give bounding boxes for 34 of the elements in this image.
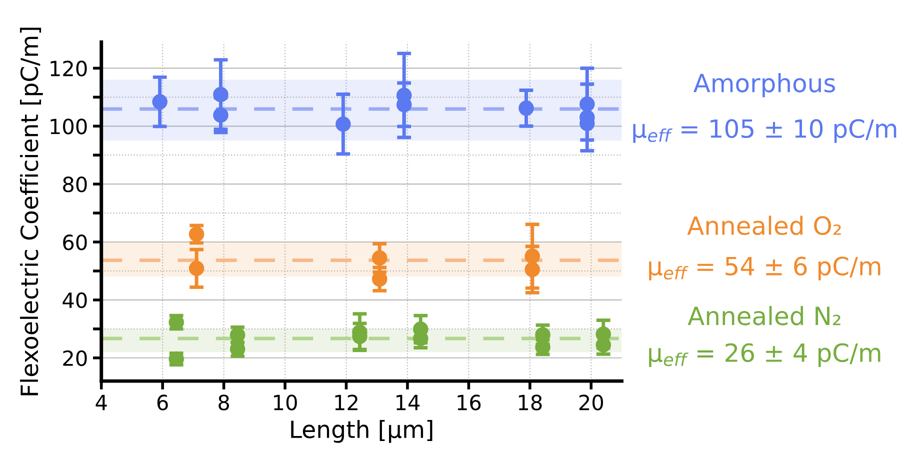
point: [524, 248, 540, 264]
y-tick-label: 100: [50, 118, 87, 134]
y-tick-label: 120: [50, 60, 87, 76]
text: Amorphous: [693, 73, 835, 98]
point: [372, 250, 388, 266]
point: [524, 262, 540, 278]
x-axis-title: Length [μm]: [291, 420, 432, 443]
point: [213, 86, 228, 102]
point: [580, 96, 595, 112]
point: [188, 226, 204, 242]
point: [188, 260, 204, 276]
x-tick-label: 4: [96, 394, 107, 410]
text: μ$_{eff}$ = 26 ± 4 pC/m: [649, 343, 880, 367]
x-tick-label: 6: [157, 394, 168, 410]
text: Annealed O₂: [687, 216, 841, 236]
text: μ$_{eff}$ = 54 ± 6 pC/m: [649, 256, 880, 280]
point: [336, 116, 351, 132]
text: Annealed N₂: [688, 306, 840, 326]
x-tick-label: 10: [274, 394, 297, 410]
y-tick-label: 80: [63, 176, 87, 192]
x-tick-label: 12: [335, 394, 358, 410]
y-tick-label: 20: [63, 350, 87, 366]
x-tick-label: 8: [218, 394, 230, 410]
y-axis-title: Flexoelectric Coefficient [pC/m]: [20, 28, 43, 396]
point: [518, 100, 534, 116]
y-tick-label: 60: [63, 234, 87, 250]
y-tick-label: 40: [62, 292, 87, 308]
point: [152, 94, 168, 110]
text: μ$_{eff}$ = 105 ± 10 pC/m: [633, 119, 896, 143]
point: [213, 107, 228, 123]
x-tick-label: 20: [579, 394, 603, 410]
x-tick-label: 18: [518, 394, 542, 410]
x-tick-label: 14: [396, 394, 420, 410]
x-tick-label: 16: [458, 394, 481, 410]
